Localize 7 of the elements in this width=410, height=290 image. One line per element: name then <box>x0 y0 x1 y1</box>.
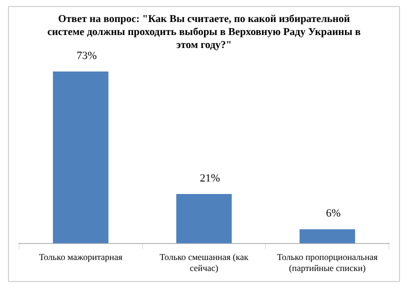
x-tick-label: Только пропорциональная (партийные списки) <box>276 252 378 273</box>
data-label: 73% <box>76 50 97 62</box>
x-tick-label: Только смешанная (как сейчас) <box>160 252 249 273</box>
x-tick-label: Только мажоритарная <box>38 252 122 262</box>
data-label: 21% <box>200 172 220 184</box>
chart-title: Ответ на вопрос: "Как Вы считаете, по какой избирательной системе должны проходить выборы в Верховную Раду Украины в этом году?" <box>47 14 361 51</box>
data-label: 6% <box>326 208 341 220</box>
